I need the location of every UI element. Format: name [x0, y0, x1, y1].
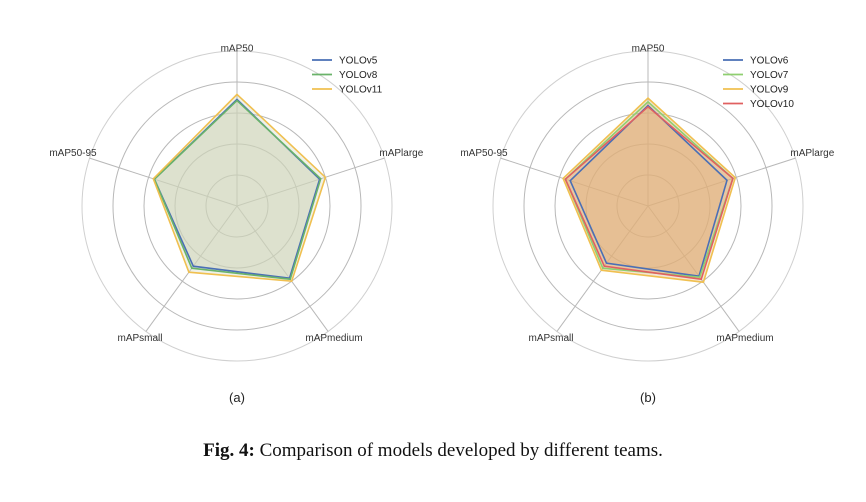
caption-prefix: Fig. 4: [203, 440, 255, 461]
legend-entry-YOLOv11: YOLOv11 [339, 85, 383, 96]
axis-label-mAPsmall: mAPsmall [528, 333, 573, 344]
axis-spoke [500, 157, 649, 207]
series-area-YOLOv8 [154, 100, 321, 280]
series-line-YOLOv11 [152, 93, 327, 283]
axis-label-mAPsmall: mAPsmall [117, 333, 162, 344]
series-line-YOLOv10 [564, 105, 734, 281]
series-area-YOLOv6 [570, 105, 727, 277]
panel-label: (b) [640, 390, 656, 405]
legend-entry-YOLOv10: YOLOv10 [750, 99, 794, 110]
axis-spoke [236, 157, 385, 207]
figure-caption: Fig. 4: Comparison of models developed b… [0, 440, 866, 462]
series-line-YOLOv8 [153, 99, 322, 281]
panel-label: (a) [229, 390, 245, 405]
axis-spoke [647, 205, 740, 332]
series-line-YOLOv9 [562, 97, 737, 284]
series-area-YOLOv11 [153, 94, 326, 282]
radar-panel-1: mAP50 mAPlarge mAPmedium mAPsmall mAP50-95 YO… [49, 44, 423, 405]
legend-entry-YOLOv7: YOLOv7 [750, 70, 789, 81]
axis-spoke [647, 157, 796, 207]
axis-label-mAP50-95: mAP50-95 [49, 148, 97, 159]
axis-spoke [236, 205, 329, 332]
axis-label-mAPlarge: mAPlarge [379, 148, 423, 159]
legend-entry-YOLOv5: YOLOv5 [339, 56, 378, 67]
legend-entry-YOLOv9: YOLOv9 [750, 85, 789, 96]
axis-label-mAPmedium: mAPmedium [305, 333, 362, 344]
axis-spoke [89, 157, 238, 207]
axis-label-mAP50: mAP50 [632, 44, 665, 55]
axis-label-mAP50-95: mAP50-95 [460, 148, 508, 159]
radar-panel-2: mAP50 mAPlarge mAPmedium mAPsmall mAP50-95 YO… [460, 44, 834, 405]
legend: YOLOv5 YOLOv8 YOLOv11 [312, 56, 383, 96]
legend-entry-YOLOv8: YOLOv8 [339, 70, 378, 81]
series-line-YOLOv6 [569, 104, 728, 278]
axis-label-mAP50: mAP50 [221, 44, 254, 55]
series-area-YOLOv10 [565, 106, 733, 280]
legend: YOLOv6 YOLOv7 YOLOv9 YOLOv10 [723, 56, 794, 110]
caption-text: Comparison of models developed by differ… [259, 440, 663, 461]
series-area-YOLOv5 [154, 99, 320, 279]
axis-label-mAPlarge: mAPlarge [790, 148, 834, 159]
legend-entry-YOLOv6: YOLOv6 [750, 56, 789, 67]
axis-label-mAPmedium: mAPmedium [716, 333, 773, 344]
